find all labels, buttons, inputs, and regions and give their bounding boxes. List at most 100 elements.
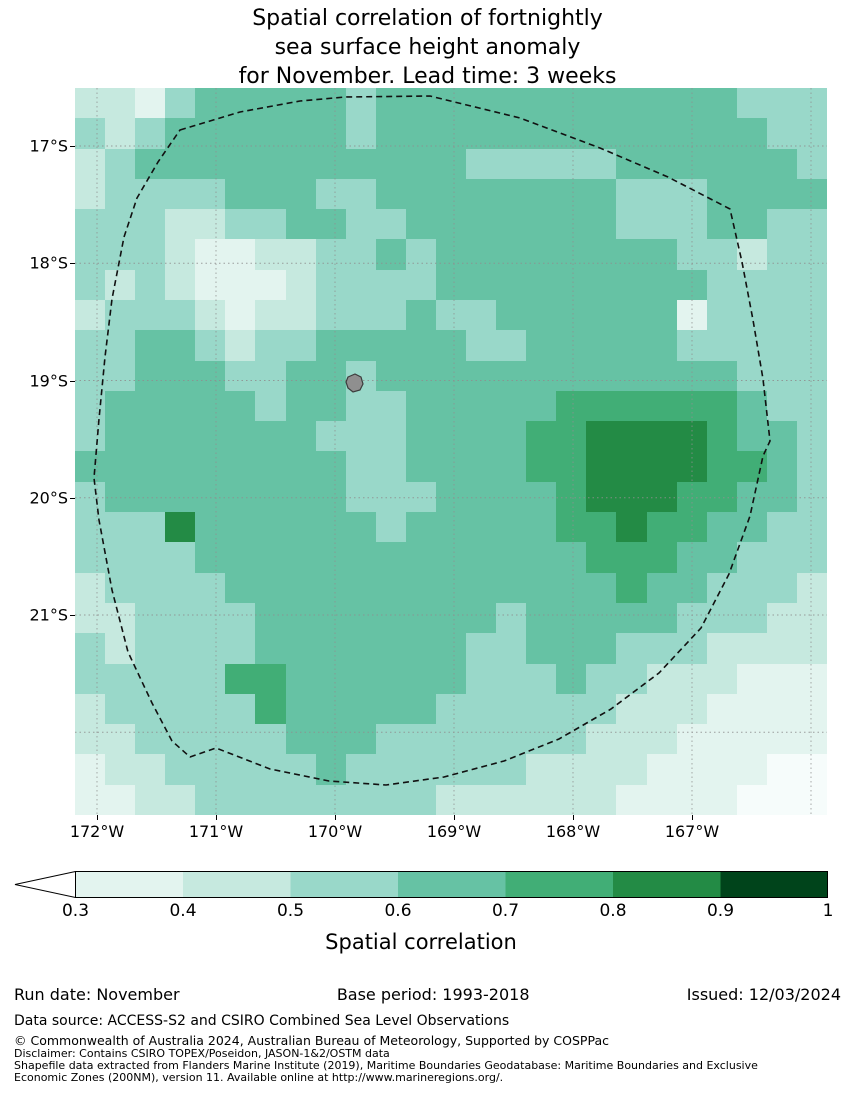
heatmap-cell <box>225 330 256 361</box>
heatmap-cell <box>405 239 436 270</box>
heatmap-cell <box>255 390 286 422</box>
heatmap-cell <box>315 330 346 361</box>
heatmap-cell <box>255 118 286 149</box>
heatmap-cell <box>255 602 286 634</box>
colorbar-tick-label: 0.8 <box>599 901 627 921</box>
heatmap-cell <box>75 663 106 694</box>
heatmap-cell <box>766 390 797 422</box>
heatmap-cell <box>496 754 527 785</box>
heatmap-cell <box>616 330 647 361</box>
heatmap-cell <box>766 602 797 634</box>
heatmap-cell <box>195 754 226 785</box>
colorbar-svg <box>14 870 828 899</box>
heatmap-cell <box>796 269 827 301</box>
heatmap-cell <box>616 602 647 634</box>
heatmap-cell <box>706 239 737 270</box>
heatmap-cell <box>405 421 436 452</box>
heatmap-cell <box>75 239 106 270</box>
heatmap-cell <box>466 178 497 210</box>
heatmap-cell <box>796 451 827 482</box>
colorbar-tick-label: 0.6 <box>384 901 412 921</box>
heatmap-cell <box>435 512 467 543</box>
heatmap-cell <box>496 542 527 573</box>
heatmap-cell <box>135 269 166 301</box>
heatmap-cell <box>405 481 436 513</box>
heatmap-cell <box>586 390 617 422</box>
heatmap-cell <box>285 754 316 785</box>
heatmap-cell <box>285 390 316 422</box>
heatmap-cell <box>285 421 316 452</box>
y-tick-label: 19°S <box>29 371 68 390</box>
heatmap-cell <box>586 451 617 482</box>
heatmap-cell <box>405 178 436 210</box>
heatmap-cell <box>195 542 226 573</box>
heatmap-cell <box>225 693 256 725</box>
heatmap-cell <box>135 724 166 755</box>
heatmap-cell <box>345 421 376 452</box>
heatmap-cell <box>75 451 106 482</box>
heatmap-cell <box>586 724 617 755</box>
heatmap-cell <box>646 390 677 422</box>
heatmap-cell <box>255 360 286 391</box>
heatmap-cell <box>315 633 346 664</box>
colorbar-label: Spatial correlation <box>325 930 517 954</box>
heatmap-cell <box>225 481 256 513</box>
heatmap-cell <box>766 633 797 664</box>
heatmap-cell <box>75 118 106 149</box>
heatmap-cell <box>736 693 767 725</box>
heatmap-cell <box>766 421 797 452</box>
heatmap-cell <box>646 724 677 755</box>
heatmap-cell <box>526 88 557 119</box>
heatmap-cell <box>165 148 196 179</box>
heatmap-cell <box>285 693 316 725</box>
x-tick-mark <box>97 815 98 820</box>
x-tick-label: 168°W <box>545 822 601 841</box>
heatmap-cell <box>285 300 316 331</box>
heatmap-cell <box>195 330 226 361</box>
heatmap-cell <box>796 300 827 331</box>
heatmap-cell <box>466 724 497 755</box>
heatmap-cell <box>526 542 557 573</box>
heatmap-cell <box>556 663 587 694</box>
heatmap-cell <box>766 269 797 301</box>
copyright-text: © Commonwealth of Australia 2024, Austra… <box>14 1033 609 1048</box>
heatmap-cell <box>616 360 647 391</box>
heatmap-cell <box>586 542 617 573</box>
heatmap-cell <box>496 118 527 149</box>
y-tick-label: 17°S <box>29 136 68 156</box>
heatmap-cell <box>736 330 767 361</box>
heatmap-cell <box>796 239 827 270</box>
heatmap-cell <box>315 148 346 179</box>
heatmap-cell <box>556 88 587 119</box>
heatmap-cell <box>616 239 647 270</box>
heatmap-cell <box>706 602 737 634</box>
heatmap-cell <box>345 602 376 634</box>
heatmap-cell <box>646 239 677 270</box>
heatmap-cell <box>345 239 376 270</box>
heatmap-cell <box>466 754 497 785</box>
heatmap-cell <box>616 209 647 240</box>
heatmap-cell <box>466 421 497 452</box>
heatmap-cell <box>315 784 346 815</box>
heatmap-cell <box>466 269 497 301</box>
heatmap-cell <box>375 178 406 210</box>
heatmap-cell <box>706 360 737 391</box>
heatmap-cell <box>315 118 346 149</box>
heatmap-cell <box>195 209 226 240</box>
heatmap-cell <box>736 724 767 755</box>
heatmap-cell <box>766 148 797 179</box>
heatmap-cell <box>706 754 737 785</box>
heatmap-cell <box>285 148 316 179</box>
heatmap-cell <box>496 148 527 179</box>
heatmap-cell <box>105 330 136 361</box>
heatmap-cell <box>766 512 797 543</box>
heatmap-cell <box>556 390 587 422</box>
heatmap-cell <box>466 239 497 270</box>
heatmap-cell <box>135 148 166 179</box>
heatmap-cell <box>766 88 797 119</box>
heatmap-cell <box>225 633 256 664</box>
heatmap-cell <box>255 724 286 755</box>
heatmap-cell <box>796 512 827 543</box>
heatmap-cell <box>105 724 136 755</box>
heatmap-cell <box>135 602 166 634</box>
